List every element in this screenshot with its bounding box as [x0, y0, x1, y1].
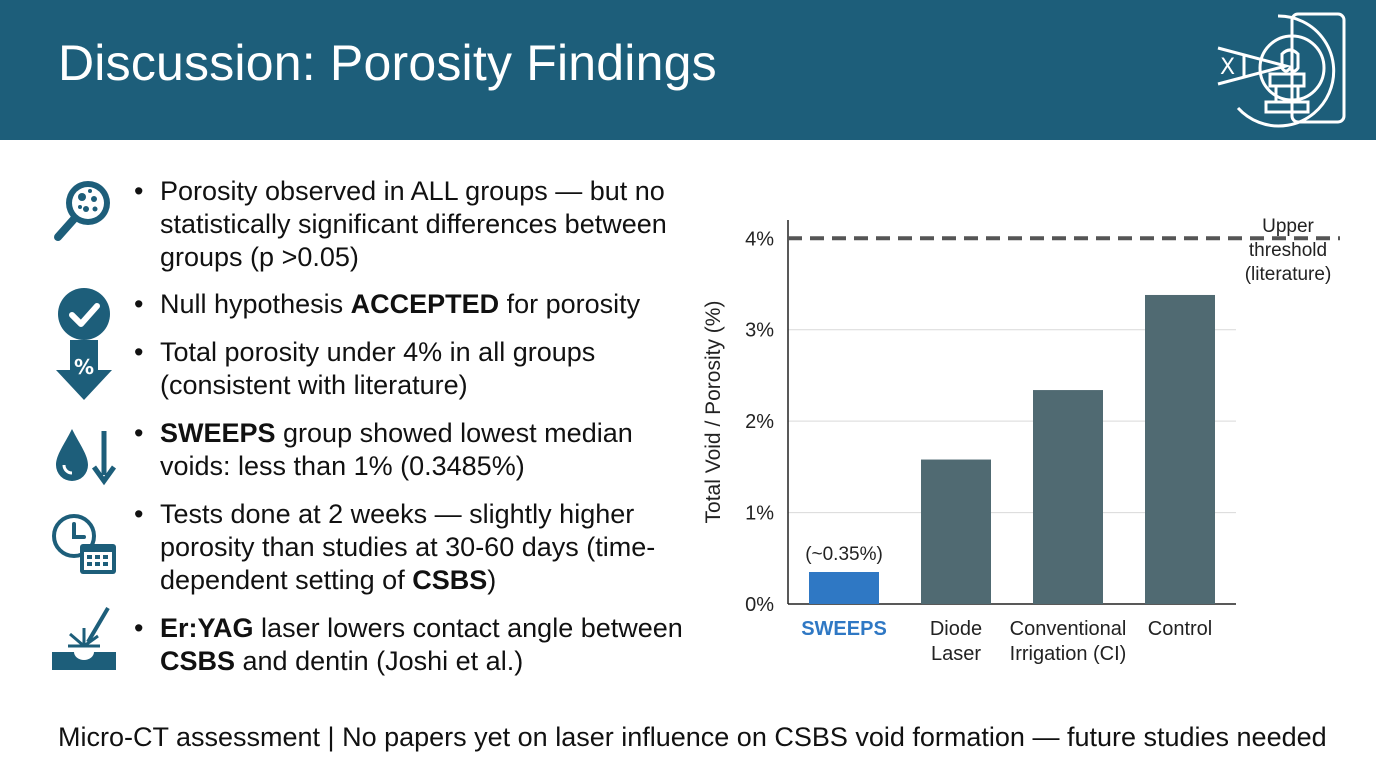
bullet-text: SWEEPS group showed lowest median voids:… [160, 417, 685, 483]
bullet-text-segment: ) [487, 565, 497, 595]
y-tick-label: 2% [745, 411, 774, 433]
bullet-text-segment: Total porosity under 4% in all groups (c… [160, 337, 596, 400]
x-category-label: Irrigation (CI) [1010, 643, 1127, 665]
x-category-label: Diode [930, 618, 982, 640]
y-tick-label: 0% [745, 594, 774, 616]
bullet-text-segment: and dentin (Joshi et al.) [235, 646, 524, 676]
reference-line-label: Upper [1262, 216, 1314, 237]
bullet-marker: • [134, 418, 144, 448]
bullet-text-emphasis: CSBS [412, 565, 488, 595]
bullet-text: Porosity observed in ALL groups — but no… [160, 175, 685, 274]
bullet-text: Null hypothesis ACCEPTED for porosity [160, 288, 685, 321]
magnifier-porosity-icon [54, 181, 110, 241]
reference-line-label: (literature) [1245, 264, 1332, 285]
bullet-text-segment: laser lowers contact angle between [253, 613, 683, 643]
micro-ct-scanner-icon: X [1217, 12, 1346, 128]
y-tick-label: 3% [745, 320, 774, 342]
check-circle-icon [58, 288, 110, 340]
bullet-text-segment: Porosity observed in ALL groups — but no… [160, 176, 667, 272]
bullet-text: Tests done at 2 weeks — slightly higher … [160, 498, 685, 597]
percent-down-arrow-icon: % [56, 340, 112, 400]
y-tick-label: 1% [745, 503, 774, 525]
reference-line-label: threshold [1249, 240, 1327, 261]
x-category-label: SWEEPS [801, 618, 887, 640]
bar [1145, 294, 1215, 604]
laser-surface-icon [52, 606, 116, 670]
bar-value-label: (~0.35%) [805, 544, 883, 565]
slide-title: Discussion: Porosity Findings [58, 35, 717, 91]
bullet-text: Er:YAG laser lowers contact angle betwee… [160, 612, 685, 678]
bullet-text-emphasis: Er:YAG [160, 613, 254, 643]
bullet-text: Total porosity under 4% in all groups (c… [160, 336, 685, 402]
bullet-text-segment: group showed lowest median voids: less t… [160, 418, 633, 481]
bullet-marker: • [134, 289, 144, 319]
bar [809, 572, 879, 604]
bar [921, 459, 991, 604]
y-axis-label: Total Void / Porosity (%) [702, 301, 725, 524]
porosity-bar-chart: 0% 1% 2% 3% 4% Total Void / Porosity (%) (~0.3… [702, 216, 1340, 665]
bullet-text-emphasis: SWEEPS [160, 418, 276, 448]
clock-calendar-icon [52, 514, 116, 574]
x-category-label: Control [1148, 618, 1212, 640]
svg-text:%: % [74, 355, 94, 379]
header-bar: Discussion: Porosity Findings X [0, 0, 1376, 140]
bullet-text-segment: for porosity [499, 289, 641, 319]
footer-note: Micro-CT assessment | No papers yet on l… [58, 722, 1327, 752]
y-tick-label: 4% [745, 228, 774, 250]
bullet-marker: • [134, 176, 144, 206]
bullet-marker: • [134, 499, 144, 529]
x-category-label: Conventional [1010, 618, 1127, 640]
bullet-marker: • [134, 337, 144, 367]
bullet-marker: • [134, 613, 144, 643]
bullet-text-emphasis: ACCEPTED [350, 289, 500, 319]
bullet-text-emphasis: CSBS [160, 646, 236, 676]
bullet-text-segment: Null hypothesis [160, 289, 351, 319]
x-category-label: Laser [931, 643, 981, 665]
xray-label: X [1220, 55, 1235, 80]
droplet-down-arrow-icon [56, 429, 117, 486]
bar [1033, 390, 1103, 604]
bullet-text-segment: Tests done at 2 weeks — slightly higher … [160, 499, 656, 595]
